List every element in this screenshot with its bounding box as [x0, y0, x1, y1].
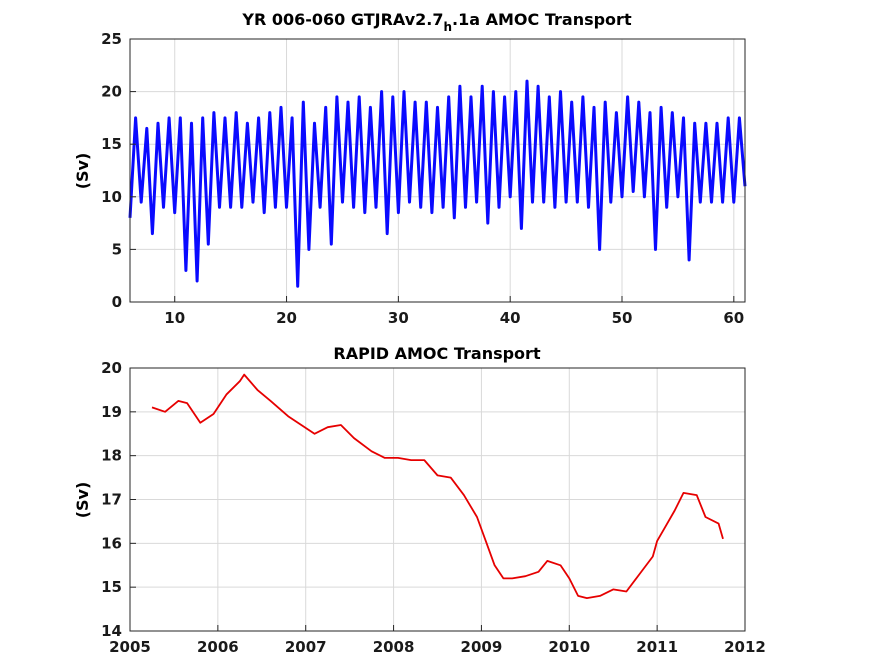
x-tick-label: 2010: [548, 638, 590, 656]
x-tick-label: 10: [164, 309, 185, 327]
top-y-axis-label: (Sv): [73, 153, 92, 190]
top-chart-panel: 10 20 30 40 50 60 0 5 10 15 20 25 YR 006-060 GTJRA…: [73, 10, 747, 327]
x-tick-label: 60: [723, 309, 744, 327]
x-tick-label: 50: [612, 309, 633, 327]
y-tick-label: 5: [112, 240, 122, 258]
y-tick-label: 10: [101, 188, 122, 206]
y-tick-label: 18: [101, 447, 122, 465]
y-tick-label: 20: [101, 83, 122, 101]
y-tick-label: 15: [101, 578, 122, 596]
x-tick-label: 2009: [461, 638, 503, 656]
top-chart-title: YR 006-060 GTJRAv2.7h.1a AMOC Transport: [241, 10, 632, 34]
y-tick-label: 0: [112, 293, 122, 311]
x-tick-label: 2006: [197, 638, 239, 656]
y-tick-label: 20: [101, 359, 122, 377]
x-tick-label: 2012: [724, 638, 766, 656]
bottom-chart-panel: 2005 2006 2007 2008 2009 2010 2011 2012 1415161…: [73, 344, 766, 656]
bottom-x-ticks: 2005 2006 2007 2008 2009 2010 2011 2012: [109, 625, 766, 656]
top-x-ticks: 10 20 30 40 50 60: [164, 296, 744, 327]
y-tick-label: 16: [101, 534, 122, 552]
y-tick-label: 14: [101, 622, 122, 640]
y-tick-label: 25: [101, 30, 122, 48]
x-tick-label: 30: [388, 309, 409, 327]
bottom-y-axis-label: (Sv): [73, 482, 92, 519]
bottom-y-ticks: 14 15 16 17 18 19 20: [101, 359, 136, 640]
top-axes-box: [129, 38, 746, 303]
bottom-chart-title: RAPID AMOC Transport: [333, 344, 541, 363]
x-tick-label: 2011: [636, 638, 678, 656]
bottom-rapid-transport-line: [151, 373, 724, 599]
y-tick-label: 19: [101, 403, 122, 421]
y-tick-label: 15: [101, 135, 122, 153]
x-tick-label: 40: [500, 309, 521, 327]
x-tick-label: 20: [276, 309, 297, 327]
x-tick-label: 2007: [285, 638, 327, 656]
top-y-ticks: 0 5 10 15 20 25: [101, 30, 136, 311]
x-tick-label: 2005: [109, 638, 151, 656]
top-model-transport-line: [128, 79, 747, 288]
x-tick-label: 2008: [373, 638, 415, 656]
y-tick-label: 17: [101, 491, 122, 509]
